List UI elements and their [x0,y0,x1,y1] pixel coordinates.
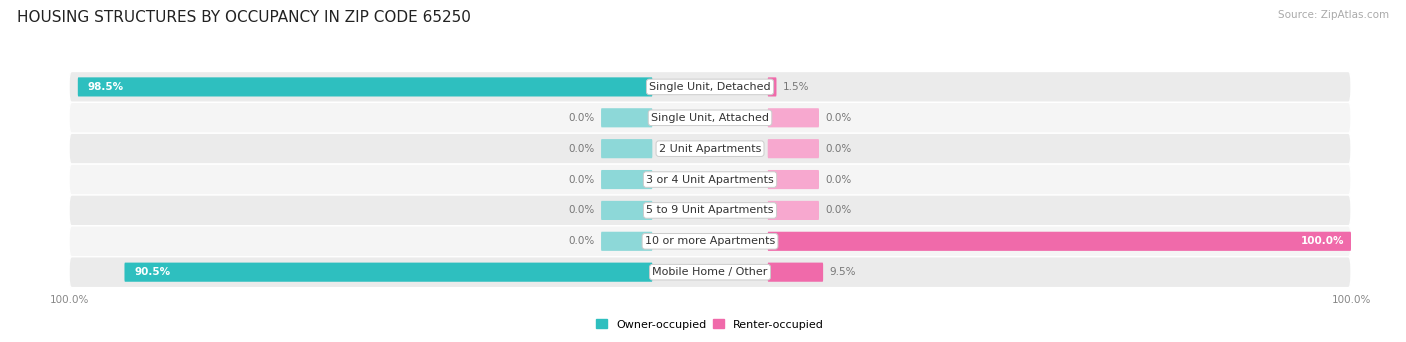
Text: 0.0%: 0.0% [568,144,595,154]
FancyBboxPatch shape [768,170,818,189]
FancyBboxPatch shape [69,195,1351,226]
Text: 90.5%: 90.5% [134,267,170,277]
FancyBboxPatch shape [125,263,652,282]
Text: Source: ZipAtlas.com: Source: ZipAtlas.com [1278,10,1389,20]
FancyBboxPatch shape [768,77,776,96]
FancyBboxPatch shape [69,226,1351,257]
Text: 0.0%: 0.0% [568,113,595,123]
FancyBboxPatch shape [768,263,823,282]
Text: 0.0%: 0.0% [825,174,852,185]
Text: 98.5%: 98.5% [87,82,124,92]
Text: Single Unit, Attached: Single Unit, Attached [651,113,769,123]
FancyBboxPatch shape [69,133,1351,164]
FancyBboxPatch shape [602,201,652,220]
Text: 100.0%: 100.0% [1301,236,1344,246]
FancyBboxPatch shape [69,71,1351,102]
FancyBboxPatch shape [602,139,652,158]
FancyBboxPatch shape [77,77,652,96]
Text: 5 to 9 Unit Apartments: 5 to 9 Unit Apartments [647,206,773,215]
FancyBboxPatch shape [602,170,652,189]
Text: 1.5%: 1.5% [783,82,810,92]
FancyBboxPatch shape [69,164,1351,195]
Legend: Owner-occupied, Renter-occupied: Owner-occupied, Renter-occupied [592,315,828,334]
Text: 2 Unit Apartments: 2 Unit Apartments [659,144,761,154]
Text: 9.5%: 9.5% [830,267,856,277]
FancyBboxPatch shape [768,139,818,158]
Text: 0.0%: 0.0% [568,236,595,246]
FancyBboxPatch shape [768,108,818,127]
FancyBboxPatch shape [602,232,652,251]
Text: 3 or 4 Unit Apartments: 3 or 4 Unit Apartments [647,174,773,185]
Text: 0.0%: 0.0% [825,144,852,154]
Text: 0.0%: 0.0% [825,206,852,215]
FancyBboxPatch shape [69,257,1351,288]
FancyBboxPatch shape [602,108,652,127]
Text: 0.0%: 0.0% [825,113,852,123]
FancyBboxPatch shape [768,201,818,220]
Text: Single Unit, Detached: Single Unit, Detached [650,82,770,92]
Text: 10 or more Apartments: 10 or more Apartments [645,236,775,246]
FancyBboxPatch shape [768,232,1351,251]
Text: Mobile Home / Other: Mobile Home / Other [652,267,768,277]
Text: 0.0%: 0.0% [568,206,595,215]
Text: 0.0%: 0.0% [568,174,595,185]
Text: HOUSING STRUCTURES BY OCCUPANCY IN ZIP CODE 65250: HOUSING STRUCTURES BY OCCUPANCY IN ZIP C… [17,10,471,25]
FancyBboxPatch shape [69,102,1351,133]
